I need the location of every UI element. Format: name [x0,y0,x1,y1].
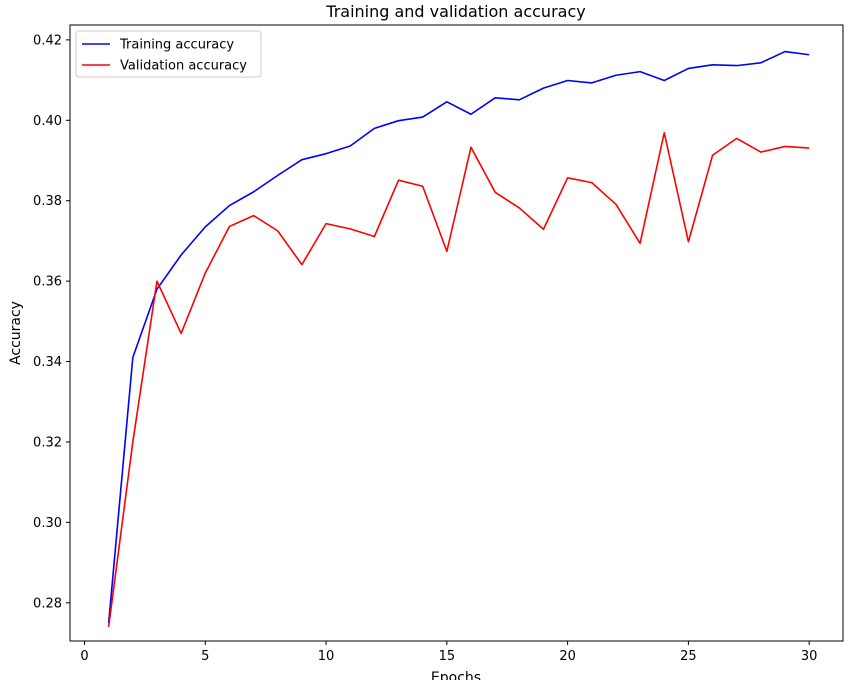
legend-label-training: Training accuracy [119,38,234,53]
series-lines [107,50,810,628]
x-axis: 0 5 10 15 20 25 30 [80,641,817,664]
y-tick-label: 0.36 [33,275,62,290]
y-tick-label: 0.42 [33,33,62,48]
y-tick-label: 0.34 [33,355,62,370]
y-tick-label: 0.40 [33,114,62,129]
training-accuracy-line [107,50,810,623]
y-axis: 0.28 0.30 0.32 0.34 0.36 0.38 0.40 0.42 [33,33,70,611]
validation-accuracy-line [107,131,810,628]
x-tick-label: 10 [318,649,335,664]
y-tick-label: 0.28 [33,596,62,611]
x-tick-label: 30 [801,649,818,664]
x-tick-label: 0 [80,649,88,664]
x-tick-label: 20 [559,649,576,664]
legend-box [75,30,262,78]
legend-label-validation: Validation accuracy [120,59,247,74]
y-tick-label: 0.30 [33,516,62,531]
x-axis-label: Epochs [431,670,481,680]
y-axis-label: Accuracy [8,301,24,365]
chart-title: Training and validation accuracy [325,2,585,21]
x-tick-label: 5 [201,649,209,664]
plot-frame [69,24,844,642]
x-tick-label: 25 [680,649,697,664]
y-tick-label: 0.32 [33,435,62,450]
x-tick-label: 15 [439,649,456,664]
legend: Training accuracy Validation accuracy [75,30,262,78]
y-tick-label: 0.38 [33,194,62,209]
